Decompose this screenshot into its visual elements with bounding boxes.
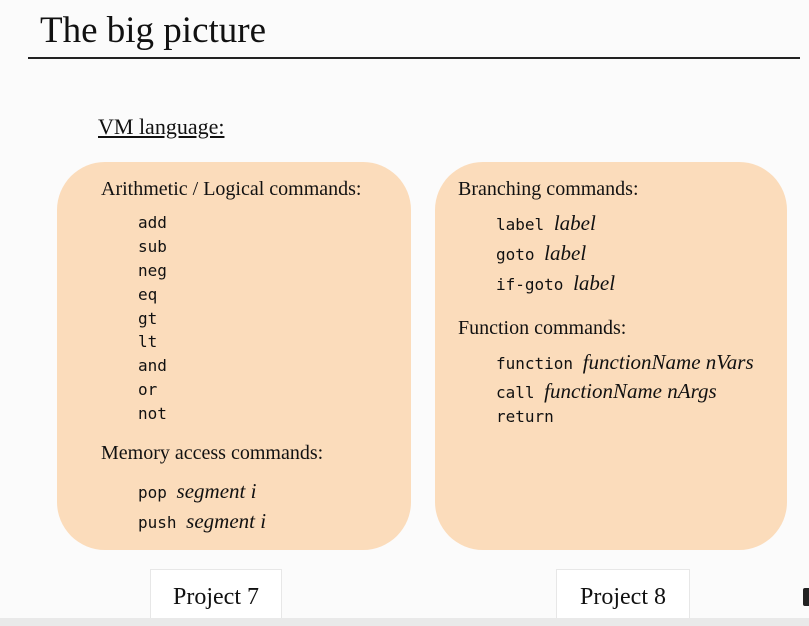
command-eq: eq [138, 285, 158, 304]
slide-title: The big picture [40, 10, 267, 51]
command-goto-args: label [544, 241, 587, 265]
command-push-args: segment i [186, 509, 267, 533]
command-if-goto-keyword: if-goto [496, 275, 564, 294]
command-if-goto: if-goto label [496, 273, 615, 295]
vm-commands-panel-project-8: Branching commands: label label goto lab… [435, 162, 787, 550]
command-goto: goto label [496, 243, 586, 265]
command-return-keyword: return [496, 407, 554, 426]
function-commands-heading: Function commands: [458, 317, 627, 339]
command-pop-args: segment i [176, 479, 257, 503]
command-or: or [138, 380, 158, 399]
command-label-args: label [553, 211, 596, 235]
branching-heading: Branching commands: [458, 178, 639, 200]
command-pop-keyword: pop [138, 483, 167, 502]
command-push-keyword: push [138, 513, 177, 532]
command-label-keyword: label [496, 215, 545, 234]
command-function-args: functionName nVars [582, 350, 754, 374]
command-add: add [138, 213, 167, 232]
command-not: not [138, 404, 167, 423]
arithmetic-logical-heading: Arithmetic / Logical commands: [101, 178, 362, 200]
command-function: function functionName nVars [496, 352, 754, 374]
command-call: call functionName nArgs [496, 381, 717, 403]
memory-access-heading: Memory access commands: [101, 442, 324, 464]
command-gt: gt [138, 309, 158, 328]
command-pop: pop segment i [138, 481, 256, 503]
project-8-label: Project 8 [556, 569, 690, 625]
vm-commands-panel-project-7: Arithmetic / Logical commands: add sub n… [57, 162, 411, 550]
bottom-scroll-strip [0, 618, 809, 626]
command-and: and [138, 356, 167, 375]
command-function-keyword: function [496, 354, 574, 373]
command-return: return [496, 407, 554, 427]
command-label: label label [496, 213, 596, 235]
title-divider [28, 57, 800, 59]
project-7-label: Project 7 [150, 569, 282, 625]
section-subtitle: VM language: [98, 114, 225, 139]
command-sub: sub [138, 237, 167, 256]
command-lt: lt [138, 332, 158, 351]
command-call-args: functionName nArgs [544, 379, 717, 403]
command-goto-keyword: goto [496, 245, 535, 264]
command-neg: neg [138, 261, 167, 280]
command-if-goto-args: label [573, 271, 616, 295]
command-push: push segment i [138, 511, 266, 533]
cursor-edge-mark [803, 588, 809, 606]
command-call-keyword: call [496, 383, 535, 402]
